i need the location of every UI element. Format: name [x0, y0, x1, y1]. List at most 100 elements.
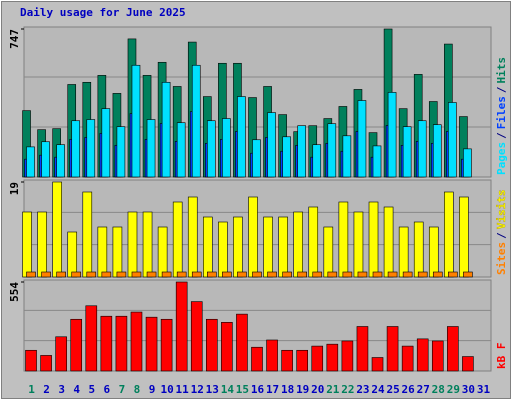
bar — [237, 271, 247, 278]
bar — [281, 349, 293, 372]
bar — [327, 271, 338, 278]
bar — [56, 144, 65, 178]
bar — [308, 206, 319, 278]
bar — [161, 81, 171, 178]
bar — [428, 226, 439, 278]
bar — [25, 349, 37, 372]
bar — [448, 102, 457, 178]
bar — [248, 196, 258, 278]
bar — [266, 339, 278, 372]
bar — [387, 92, 397, 178]
bar — [190, 301, 203, 372]
y-tick-label: 19 — [8, 182, 21, 195]
bar — [82, 191, 93, 278]
x-tick-label: 14 — [221, 383, 235, 396]
bar — [101, 108, 111, 178]
bar — [327, 123, 337, 178]
bar — [41, 271, 51, 278]
x-tick-label: 21 — [326, 383, 340, 396]
bar — [432, 124, 442, 178]
x-tick-label: 6 — [104, 383, 111, 396]
bar — [413, 221, 424, 278]
legend-separator: / — [495, 132, 508, 139]
bar — [160, 318, 173, 372]
bar — [40, 355, 52, 372]
bar — [252, 271, 262, 278]
bar — [131, 271, 142, 278]
bar — [85, 305, 98, 372]
bar — [207, 120, 216, 178]
x-tick-label: 27 — [417, 383, 430, 396]
bar — [37, 211, 47, 278]
bar — [203, 216, 213, 278]
bar — [175, 281, 188, 372]
bar — [323, 226, 334, 278]
bar — [146, 271, 157, 278]
bar — [97, 226, 108, 278]
bar — [383, 206, 394, 278]
bar — [233, 216, 243, 278]
bar — [267, 112, 276, 178]
bar — [372, 145, 382, 178]
bar — [100, 315, 113, 372]
y-tick-label: 747 — [8, 29, 21, 49]
bar — [221, 322, 233, 372]
legend-entry: Hits — [495, 57, 508, 84]
bar — [282, 136, 291, 178]
bar — [146, 119, 156, 178]
bar — [56, 271, 66, 278]
bar — [187, 196, 198, 278]
bar — [172, 201, 183, 278]
x-tick-label: 29 — [447, 383, 460, 396]
bar — [402, 126, 412, 178]
bar — [432, 271, 443, 278]
legend-entry: Visits — [495, 190, 508, 230]
bar — [116, 271, 127, 278]
x-tick-label: 13 — [206, 383, 219, 396]
x-tick-label: 3 — [58, 383, 65, 396]
bar — [296, 349, 308, 372]
bar — [71, 120, 81, 178]
bar — [112, 226, 123, 278]
bar — [252, 139, 261, 178]
bar — [387, 271, 398, 278]
x-tick-label: 25 — [386, 383, 399, 396]
bar — [52, 181, 62, 278]
legend: Sites / Visits — [495, 190, 508, 276]
x-tick-label: 5 — [88, 383, 95, 396]
legend-entry: kB F — [495, 343, 508, 370]
bar — [357, 100, 367, 178]
bar — [416, 338, 429, 372]
bar — [312, 144, 322, 178]
bar — [161, 271, 172, 278]
bar — [157, 226, 168, 278]
bar — [431, 340, 444, 372]
x-tick-label: 10 — [160, 383, 173, 396]
bar — [448, 271, 458, 278]
bar — [444, 191, 454, 278]
bar — [282, 271, 292, 278]
bar — [145, 316, 158, 372]
x-tick-label: 28 — [432, 383, 445, 396]
x-tick-label: 4 — [73, 383, 80, 396]
bar — [417, 271, 428, 278]
bar — [26, 146, 35, 178]
legend-entry: Sites — [495, 242, 508, 275]
bar — [218, 221, 228, 278]
bar — [297, 125, 306, 178]
x-tick-label: 1 — [28, 383, 35, 396]
bar — [402, 271, 413, 278]
x-tick-label: 16 — [251, 383, 265, 396]
bar — [130, 311, 143, 372]
bar — [462, 356, 474, 372]
x-tick-label: 11 — [176, 383, 190, 396]
bar — [71, 271, 82, 278]
bar — [191, 271, 202, 278]
bar — [86, 119, 96, 178]
bar — [26, 271, 36, 278]
bar — [127, 211, 138, 278]
x-tick-label: 30 — [462, 383, 475, 396]
bar — [237, 96, 246, 178]
bar — [142, 211, 153, 278]
